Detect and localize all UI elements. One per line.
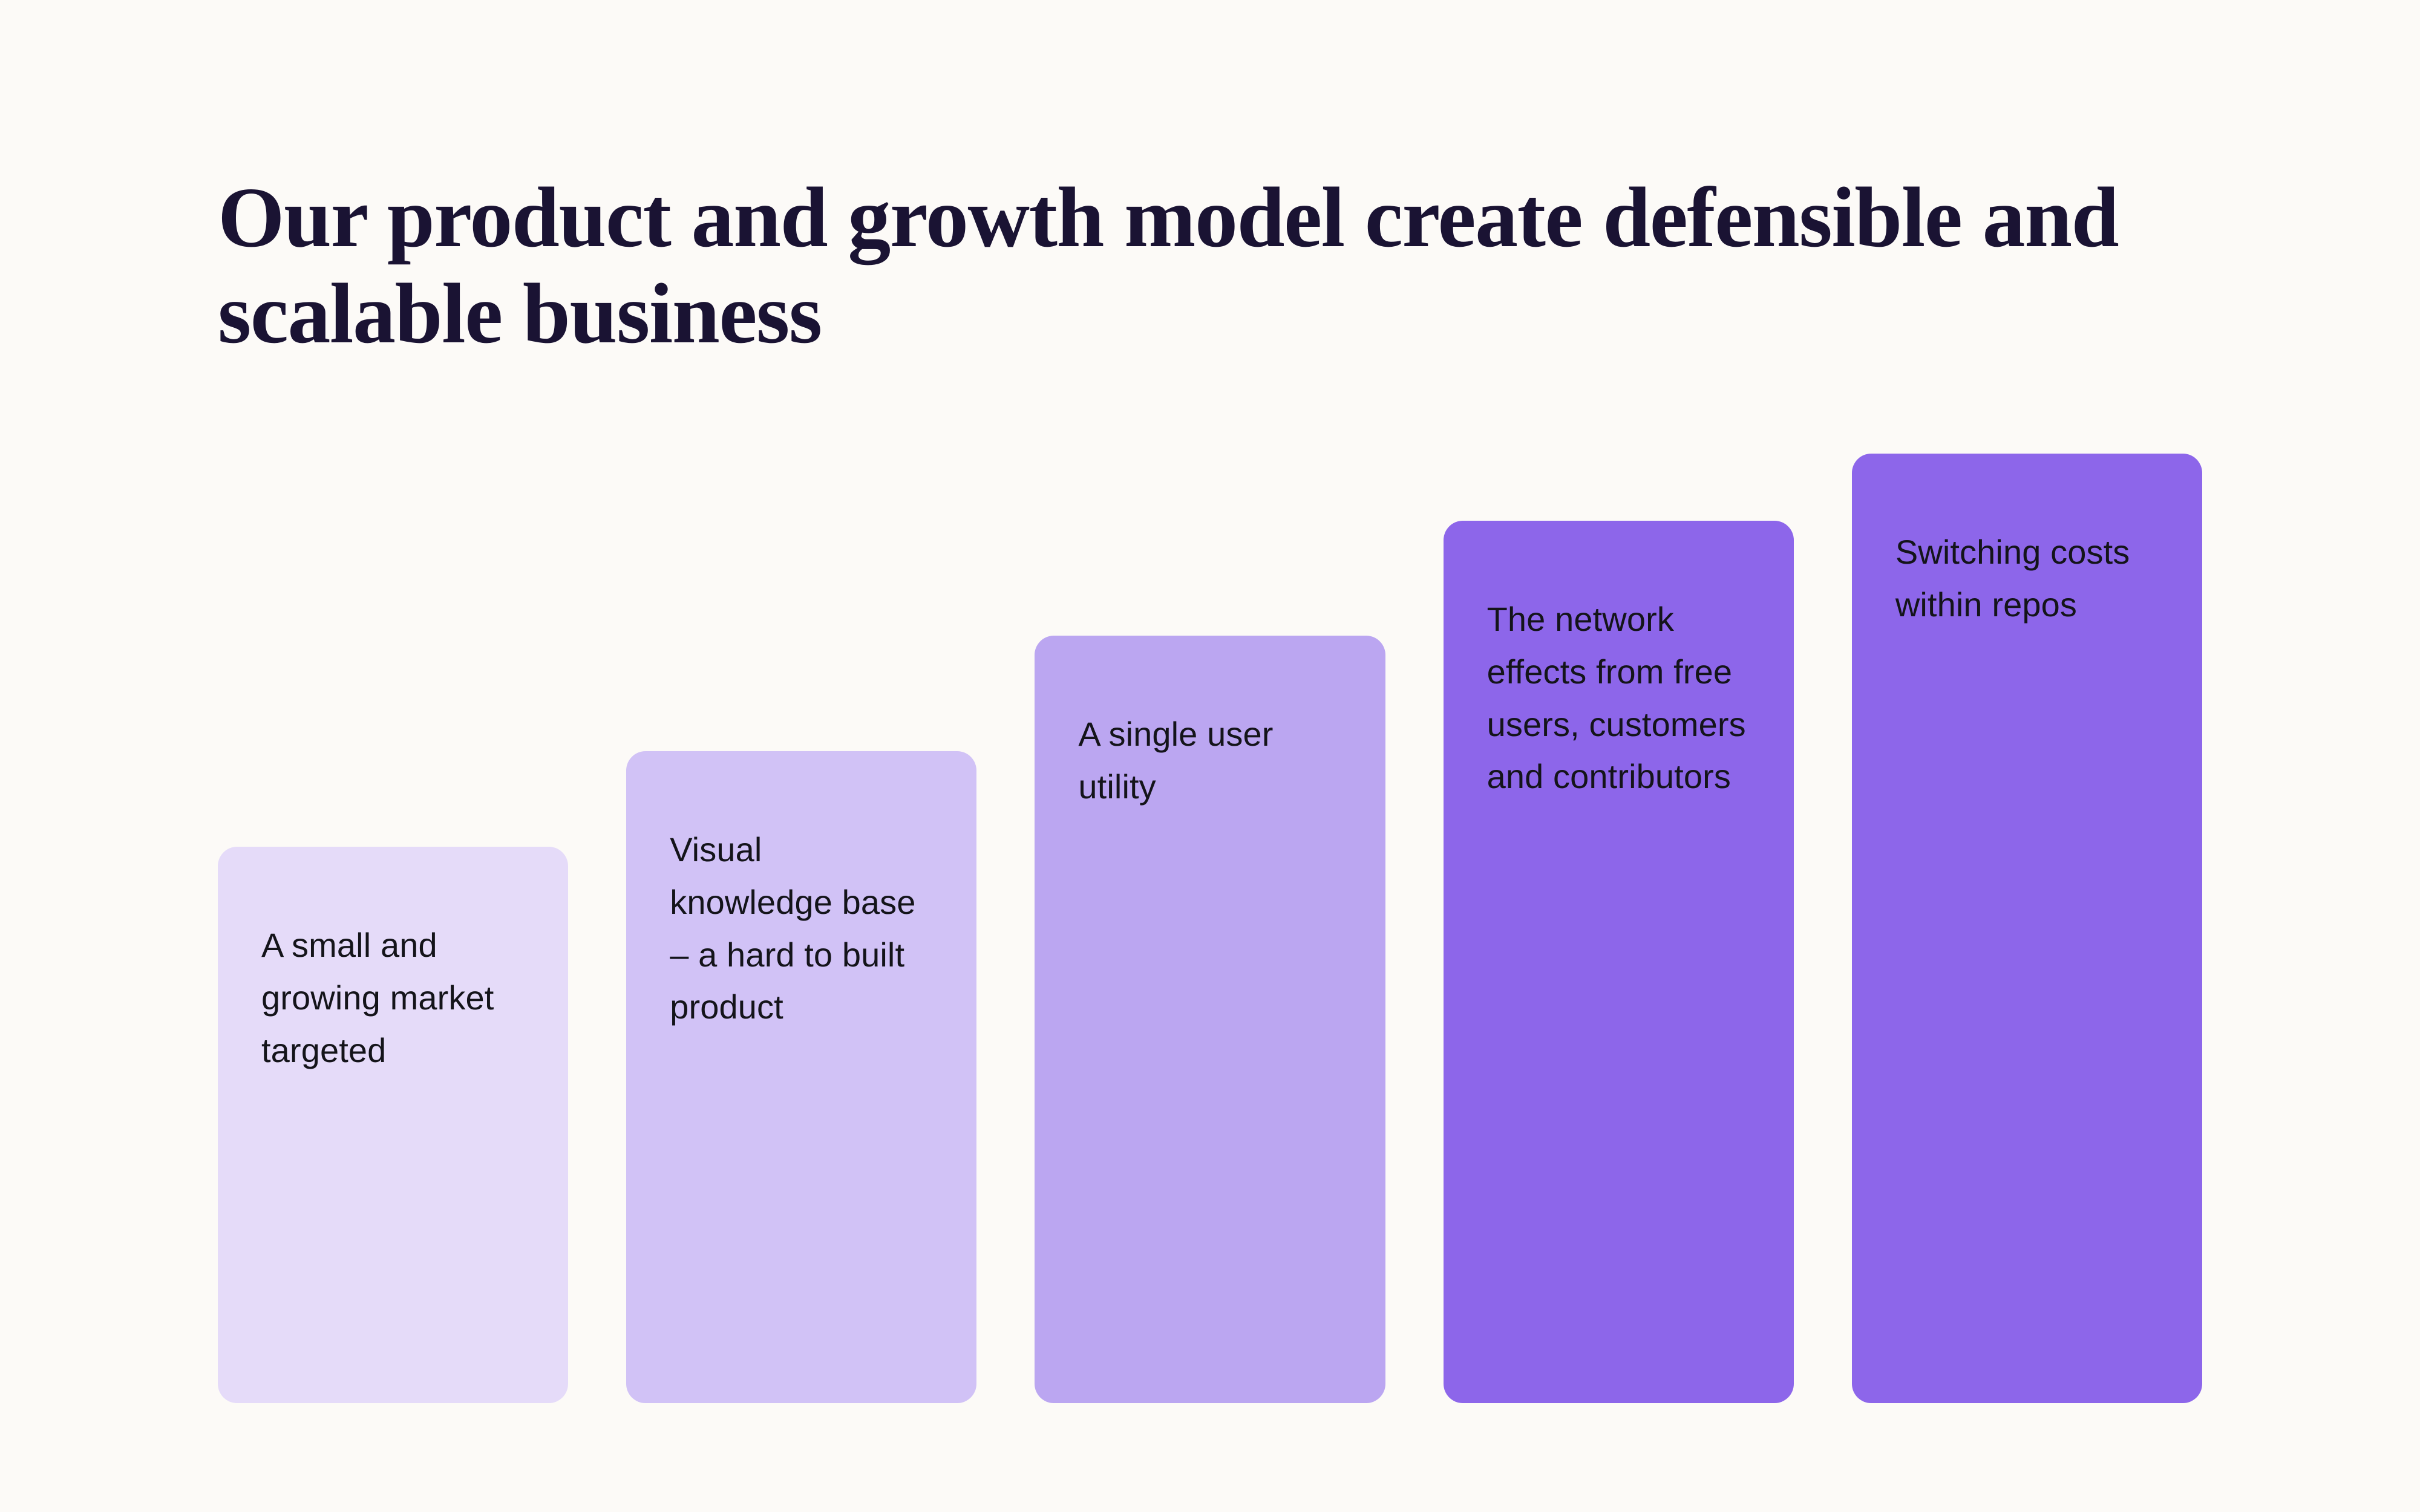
bar-5: Switching costs within repos: [1852, 454, 2202, 1403]
bar-3: A single user utility: [1035, 636, 1385, 1403]
bar-4: The network effects from free users, cus…: [1444, 521, 1794, 1403]
bar-1: A small and growing market targeted: [218, 847, 568, 1403]
bar-label: The network effects from free users, cus…: [1487, 593, 1750, 803]
slide: Our product and growth model create defe…: [0, 0, 2420, 1512]
bar-chart: A small and growing market targeted Visua…: [218, 398, 2202, 1403]
slide-title: Our product and growth model create defe…: [218, 169, 2202, 362]
bar-label: A single user utility: [1078, 708, 1341, 813]
bar-label: A small and growing market targeted: [261, 919, 525, 1077]
bar-2: Visual knowledge base – a hard to built …: [626, 751, 976, 1403]
bar-label: Switching costs within repos: [1895, 526, 2159, 631]
bar-label: Visual knowledge base – a hard to built …: [670, 824, 933, 1034]
